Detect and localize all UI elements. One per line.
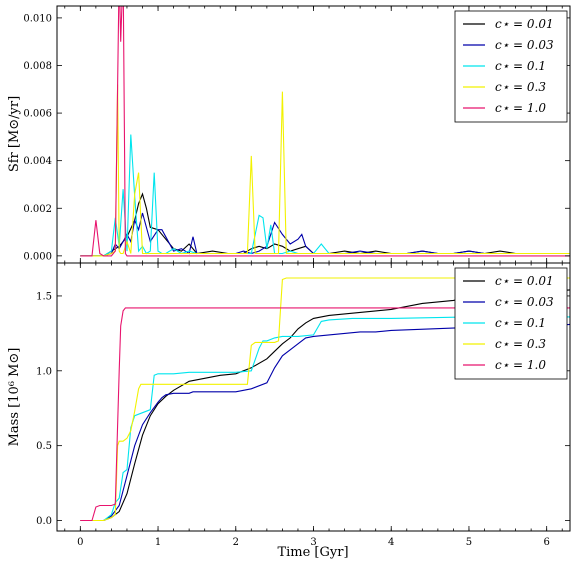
- sfr-ytick-label: 0.004: [23, 156, 52, 167]
- sfr-legend: c⋆ = 0.01 c⋆ = 0.03 c⋆ = 0.1 c⋆ = 0.3 c⋆ = 1…: [454, 10, 568, 123]
- sfr-ytick-label: 0.002: [23, 204, 52, 215]
- mass-ytick-label: 1.0: [36, 366, 52, 377]
- mass-series-line-4: [80, 307, 570, 522]
- mass-legend-label: c⋆ = 0.3: [495, 337, 546, 351]
- sfr-legend-label: c⋆ = 1.0: [495, 101, 546, 115]
- mass-ytick-label: 0.5: [36, 441, 52, 452]
- mass-legend-label: c⋆ = 0.1: [495, 316, 546, 330]
- sfr-legend-label: c⋆ = 0.01: [495, 17, 554, 31]
- mass-ylabel: Mass [10⁶ M⊙]: [7, 348, 22, 447]
- mass-axes-frame: [56, 262, 571, 532]
- mass-xlabel: Time [Gyr]: [277, 545, 348, 560]
- sfr-panel: 0.000 0.002 0.004 0.006 0.008 0.010 Sfr [M⊙/y…: [7, 5, 571, 264]
- mass-series-line-2: [80, 316, 570, 522]
- mass-xtick-label: 2: [233, 537, 239, 548]
- sfr-series-line-4: [80, 6, 570, 257]
- mass-ytick-label: 0.0: [36, 516, 52, 527]
- mass-xtick-label: 0: [77, 537, 83, 548]
- mass-legend-label: c⋆ = 0.01: [495, 274, 554, 288]
- sfr-series-line-3: [80, 84, 570, 257]
- mass-legend: c⋆ = 0.01 c⋆ = 0.03 c⋆ = 0.1 c⋆ = 0.3 c⋆ = 1…: [454, 267, 568, 380]
- sfr-legend-label: c⋆ = 0.3: [495, 80, 546, 94]
- mass-panel: 0 1 2 3 4 5 6 0.0 0.5 1.0 1.5 Mass [10⁶ M⊙] Time […: [7, 262, 571, 560]
- sfr-series-line-0: [80, 192, 570, 257]
- mass-series-line-0: [80, 289, 570, 522]
- mass-legend-label: c⋆ = 0.03: [495, 295, 554, 309]
- mass-series-line-1: [80, 323, 570, 522]
- sfr-legend-label: c⋆ = 0.03: [495, 38, 554, 52]
- mass-series-line-3: [80, 277, 570, 522]
- mass-xtick-label: 6: [543, 537, 549, 548]
- sfr-ylabel: Sfr [M⊙/yr]: [7, 96, 22, 172]
- sfr-legend-label: c⋆ = 0.1: [495, 59, 546, 73]
- mass-xtick-label: 5: [466, 537, 472, 548]
- sfr-ytick-label: 0.000: [23, 251, 52, 262]
- sfr-series-line-2: [80, 134, 570, 257]
- sfr-ytick-label: 0.006: [23, 109, 52, 120]
- mass-xtick-label: 1: [155, 537, 161, 548]
- mass-xtick-label: 3: [310, 537, 316, 548]
- mass-lines: [80, 277, 570, 522]
- mass-xtick-label: 4: [388, 537, 394, 548]
- sfr-lines: [80, 6, 570, 257]
- mass-ytick-label: 1.5: [36, 291, 52, 302]
- sfr-ytick-label: 0.010: [23, 13, 52, 24]
- mass-legend-label: c⋆ = 1.0: [495, 358, 546, 372]
- sfr-ytick-label: 0.008: [23, 61, 52, 72]
